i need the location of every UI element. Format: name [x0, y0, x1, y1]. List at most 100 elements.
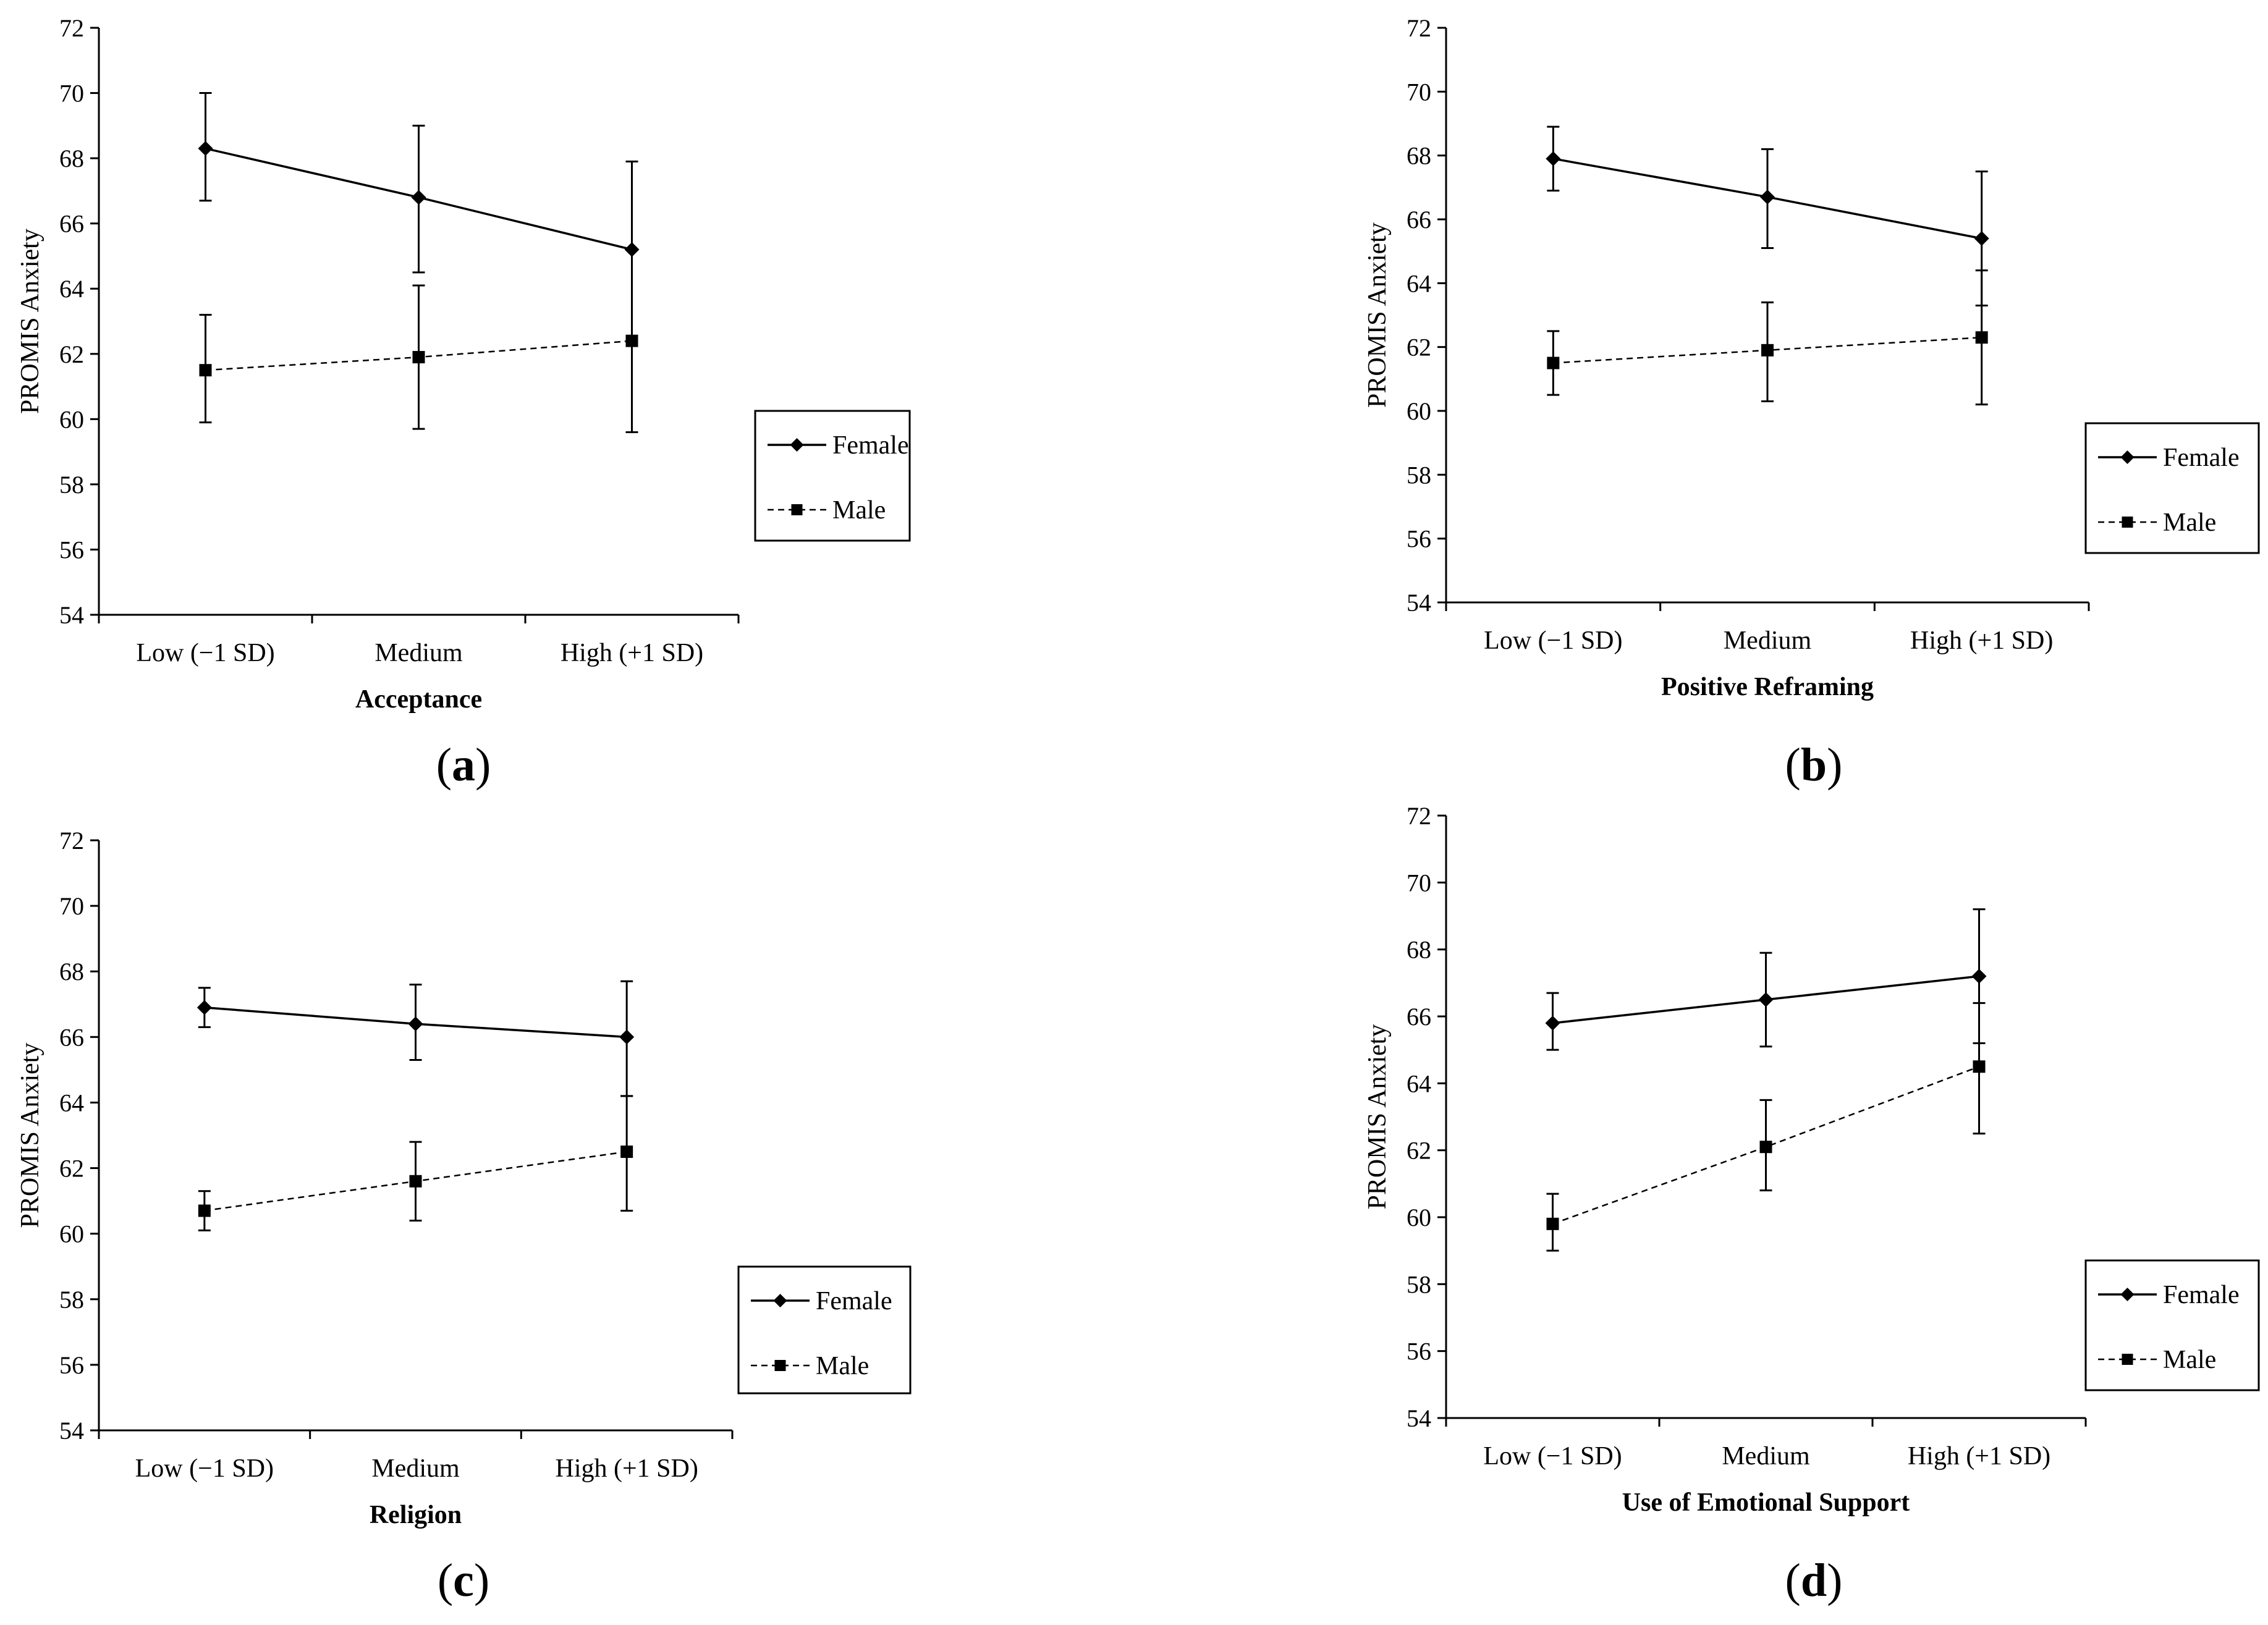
panel-label-a: (a): [436, 739, 491, 791]
legend-marker-female: [2120, 450, 2135, 464]
data-point-male: [620, 1146, 633, 1159]
x-tick-label: Medium: [1722, 1442, 1810, 1471]
data-point-male: [1547, 357, 1560, 369]
y-tick-label: 64: [1407, 1070, 1431, 1097]
y-tick-label: 66: [59, 1023, 84, 1051]
data-point-female: [1546, 151, 1561, 166]
y-tick-label: 54: [1407, 589, 1431, 617]
y-tick-label: 56: [1407, 525, 1431, 553]
data-point-female: [619, 1029, 635, 1045]
legend-box: [737, 1265, 912, 1395]
y-tick-label: 70: [1407, 869, 1431, 897]
chart-c-svg: 54 56 58 60 62 64 66 68 70 72 Low (−1 SD) Medium Hig…: [16, 827, 912, 1529]
y-tick-label: 72: [59, 827, 84, 855]
y-tick-label: 72: [1407, 802, 1431, 830]
data-point-female: [1758, 992, 1774, 1007]
y-tick-label: 70: [59, 892, 84, 920]
x-tick-label: Medium: [371, 1454, 460, 1483]
x-tick-label: High (+1 SD): [1908, 1442, 2050, 1471]
y-tick-label: 58: [59, 1286, 84, 1314]
y-tick-label: 62: [59, 340, 84, 368]
data-point-female: [411, 190, 426, 205]
data-point-female: [1971, 969, 1987, 984]
y-tick-label: 58: [1407, 461, 1431, 489]
x-tick-label: Low (−1 SD): [136, 639, 274, 667]
data-point-female: [408, 1016, 423, 1032]
legend-marker-male: [791, 504, 803, 515]
y-tick-label: 66: [1407, 1003, 1431, 1031]
y-tick-label: 68: [1407, 142, 1431, 170]
legend-box: [2084, 1259, 2260, 1391]
data-point-male: [409, 1175, 422, 1188]
y-tick-label: 62: [1407, 334, 1431, 361]
y-tick-label: 56: [1407, 1338, 1431, 1365]
legend-box: [2084, 422, 2260, 554]
chart-d-svg: 54 56 58 60 62 64 66 68 70 72 Low (−1 SD) Medium Hig…: [1363, 802, 2260, 1517]
data-point-male: [1759, 1141, 1772, 1154]
y-axis-title: PROMIS Anxiety: [16, 1043, 44, 1228]
x-tick-label: Medium: [374, 639, 463, 667]
x-axis-title: Use of Emotional Support: [1622, 1488, 1910, 1517]
data-point-male: [412, 351, 425, 364]
y-tick-label: 72: [59, 14, 84, 42]
data-point-female: [1974, 231, 1989, 246]
data-point-male: [1546, 1217, 1559, 1230]
data-point-male: [1761, 344, 1774, 357]
y-tick-label: 56: [59, 1351, 84, 1379]
data-point-male: [1975, 331, 1988, 344]
x-tick-label: Medium: [1724, 627, 1812, 655]
y-tick-label: 60: [1407, 1204, 1431, 1231]
legend-label-male: Male: [2163, 509, 2216, 537]
y-tick-label: 60: [1407, 397, 1431, 425]
y-axis-title: PROMIS Anxiety: [1363, 1024, 1392, 1210]
data-point-male: [625, 334, 638, 347]
x-tick-label: Low (−1 SD): [1484, 627, 1622, 655]
panel-label-b: (b): [1785, 739, 1843, 791]
y-tick-label: 68: [59, 958, 84, 986]
y-axis-title: PROMIS Anxiety: [16, 229, 44, 414]
data-point-female: [1545, 1015, 1560, 1031]
y-tick-label: 70: [1407, 78, 1431, 106]
data-point-male: [198, 1204, 211, 1217]
y-tick-label: 72: [1407, 14, 1431, 42]
panel-label-c: (c): [437, 1555, 490, 1606]
y-tick-label: 54: [59, 1417, 84, 1445]
y-tick-label: 70: [59, 80, 84, 108]
x-tick-label: High (+1 SD): [555, 1454, 698, 1483]
y-tick-label: 64: [59, 275, 84, 303]
chart-b-svg: 54 56 58 60 62 64 66 68 70 72 Low (−1 SD) Medium Hig…: [1363, 14, 2260, 701]
y-tick-label: 68: [1407, 936, 1431, 964]
y-tick-label: 68: [59, 145, 84, 172]
x-tick-label: High (+1 SD): [1910, 627, 2053, 655]
data-point-male: [199, 364, 212, 377]
legend-label-male: Male: [2163, 1346, 2216, 1374]
legend-label-female: Female: [2163, 444, 2240, 472]
legend-marker-male: [774, 1360, 786, 1371]
chart-panel-b: 54 56 58 60 62 64 66 68 70 72 Low (−1 SD) Medium Hig…: [1347, 0, 2268, 803]
legend-label-male: Male: [816, 1352, 869, 1380]
chart-panel-a: 54 56 58 60 62 64 66 68 70 72 Low (−1 SD) Medium Hig…: [0, 0, 1134, 803]
y-tick-label: 64: [59, 1089, 84, 1116]
y-tick-label: 58: [1407, 1270, 1431, 1298]
legend-marker-male: [2122, 1354, 2133, 1365]
data-point-female: [198, 141, 213, 156]
y-tick-label: 64: [1407, 269, 1431, 297]
y-tick-label: 62: [1407, 1137, 1431, 1165]
y-tick-label: 62: [59, 1155, 84, 1183]
legend-label-female: Female: [832, 431, 909, 460]
y-axis-title: PROMIS Anxiety: [1363, 222, 1392, 408]
legend-label-female: Female: [2163, 1281, 2240, 1309]
legend-label-male: Male: [832, 496, 886, 525]
chart-a-svg: 54 56 58 60 62 64 66 68 70 72 Low (−1 SD) Medium Hig…: [16, 14, 911, 714]
data-point-female: [197, 1000, 212, 1015]
x-tick-label: Low (−1 SD): [1483, 1442, 1622, 1471]
y-tick-label: 54: [1407, 1404, 1431, 1432]
x-tick-label: Low (−1 SD): [135, 1454, 274, 1483]
legend-box: [754, 410, 911, 542]
y-tick-label: 54: [59, 601, 84, 629]
chart-panel-d: 54 56 58 60 62 64 66 68 70 72 Low (−1 SD) Medium Hig…: [1347, 802, 2268, 1625]
data-point-male: [1973, 1060, 1986, 1073]
chart-panel-c: 54 56 58 60 62 64 66 68 70 72 Low (−1 SD) Medium Hig…: [0, 816, 1134, 1625]
y-tick-label: 60: [59, 405, 84, 433]
panel-label-d: (d): [1785, 1555, 1843, 1606]
